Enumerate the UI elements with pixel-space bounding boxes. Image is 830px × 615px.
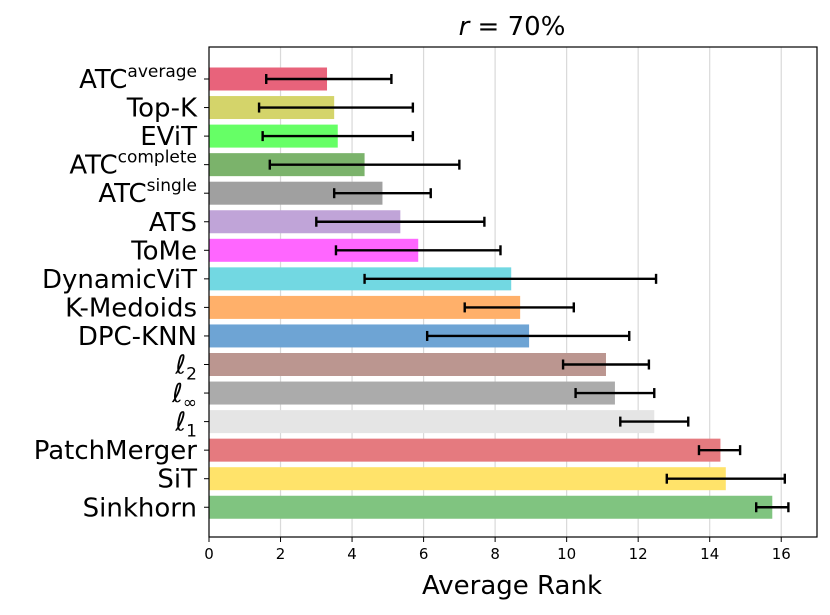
category-label-base: K-Medoids bbox=[65, 293, 197, 323]
bar bbox=[209, 267, 512, 291]
category-label-base: ATC bbox=[98, 179, 146, 209]
x-tick-label: 2 bbox=[276, 545, 286, 563]
x-tick-label: 12 bbox=[629, 545, 648, 563]
error-bar bbox=[619, 416, 690, 427]
error-bar bbox=[363, 273, 658, 284]
y-category-label: ATCcomplete bbox=[69, 148, 197, 181]
error-bar bbox=[265, 74, 393, 84]
bar bbox=[209, 410, 655, 434]
y-category-label: DynamicViT bbox=[42, 265, 197, 295]
bar bbox=[209, 353, 606, 376]
error-bar bbox=[268, 159, 461, 170]
category-label-base: ATS bbox=[149, 208, 197, 238]
grid-lines bbox=[279, 47, 782, 537]
category-label-base: SiT bbox=[157, 465, 197, 495]
error-bar bbox=[665, 473, 787, 484]
chart-title-variable: r bbox=[459, 12, 472, 42]
bar bbox=[209, 467, 726, 491]
y-category-label: SiT bbox=[157, 465, 197, 495]
y-category-label: PatchMerger bbox=[34, 436, 198, 466]
bar bbox=[209, 381, 615, 405]
bar bbox=[209, 495, 773, 519]
bar bbox=[209, 181, 383, 205]
y-category-label: ATCaverage bbox=[79, 62, 197, 95]
error-bar bbox=[755, 502, 790, 513]
x-tick-label: 0 bbox=[204, 545, 214, 563]
y-category-label: Top-K bbox=[126, 94, 198, 124]
bar bbox=[209, 210, 401, 234]
error-bar bbox=[257, 102, 415, 113]
plot-frame bbox=[208, 46, 818, 538]
y-category-label: ℓ∞ bbox=[171, 379, 197, 413]
y-category-label: ATS bbox=[149, 208, 197, 238]
y-category-label: ToMe bbox=[130, 236, 197, 266]
y-category-label: EViT bbox=[140, 122, 197, 152]
bar bbox=[209, 238, 419, 262]
error-bars bbox=[257, 74, 790, 513]
chart-title: r = 70% bbox=[459, 12, 566, 42]
error-bar bbox=[561, 359, 651, 370]
category-label-superscript: single bbox=[147, 176, 197, 196]
error-bar bbox=[574, 388, 656, 399]
category-label-base: ℓ bbox=[174, 351, 186, 381]
category-label-superscript: complete bbox=[118, 148, 197, 168]
bar bbox=[209, 295, 521, 319]
x-tick-label: 6 bbox=[419, 545, 429, 563]
error-bar bbox=[463, 302, 575, 313]
error-bar bbox=[315, 216, 486, 227]
category-label-base: ATC bbox=[79, 65, 127, 95]
error-bar bbox=[425, 330, 631, 341]
category-label-base: DynamicViT bbox=[42, 265, 197, 295]
category-label-base: DPC-KNN bbox=[78, 322, 197, 352]
error-bar bbox=[332, 188, 432, 199]
error-bar bbox=[334, 245, 502, 256]
category-label-base: ToMe bbox=[130, 236, 197, 266]
x-tick-label: 4 bbox=[347, 545, 357, 563]
x-axis-ticks: 0 2 4 6 8 10 12 14 16 bbox=[204, 537, 791, 563]
category-label-base: ℓ bbox=[174, 408, 186, 438]
category-label-superscript: average bbox=[127, 62, 197, 82]
x-tick-label: 10 bbox=[557, 545, 576, 563]
x-tick-label: 8 bbox=[490, 545, 500, 563]
category-label-base: Top-K bbox=[126, 94, 198, 124]
category-label-subscript: 2 bbox=[186, 365, 197, 385]
category-label-subscript: 1 bbox=[186, 422, 197, 442]
bar bbox=[209, 324, 530, 348]
error-bar bbox=[697, 445, 742, 456]
category-label-subscript: ∞ bbox=[183, 393, 197, 413]
error-bar bbox=[261, 131, 415, 142]
category-label-base: EViT bbox=[140, 122, 197, 152]
y-category-label: ATCsingle bbox=[98, 176, 197, 209]
category-label-base: Sinkhorn bbox=[83, 493, 197, 523]
y-axis-categories: ATCaverageTop-KEViTATCcompleteATCsingleA… bbox=[34, 62, 209, 523]
x-tick-label: 16 bbox=[772, 545, 791, 563]
y-category-label: K-Medoids bbox=[65, 293, 197, 323]
chart-title-value: = 70% bbox=[469, 12, 565, 42]
category-label-base: ATC bbox=[69, 151, 117, 181]
category-label-base: ℓ bbox=[171, 379, 183, 409]
y-category-label: Sinkhorn bbox=[83, 493, 197, 523]
category-label-base: PatchMerger bbox=[34, 436, 198, 466]
y-category-label: ℓ2 bbox=[174, 351, 197, 385]
y-category-label: DPC-KNN bbox=[78, 322, 197, 352]
bars bbox=[209, 67, 773, 519]
x-tick-label: 14 bbox=[700, 545, 719, 563]
x-axis-title: Average Rank bbox=[422, 571, 602, 601]
bar bbox=[209, 438, 721, 462]
y-category-label: ℓ1 bbox=[174, 408, 197, 442]
